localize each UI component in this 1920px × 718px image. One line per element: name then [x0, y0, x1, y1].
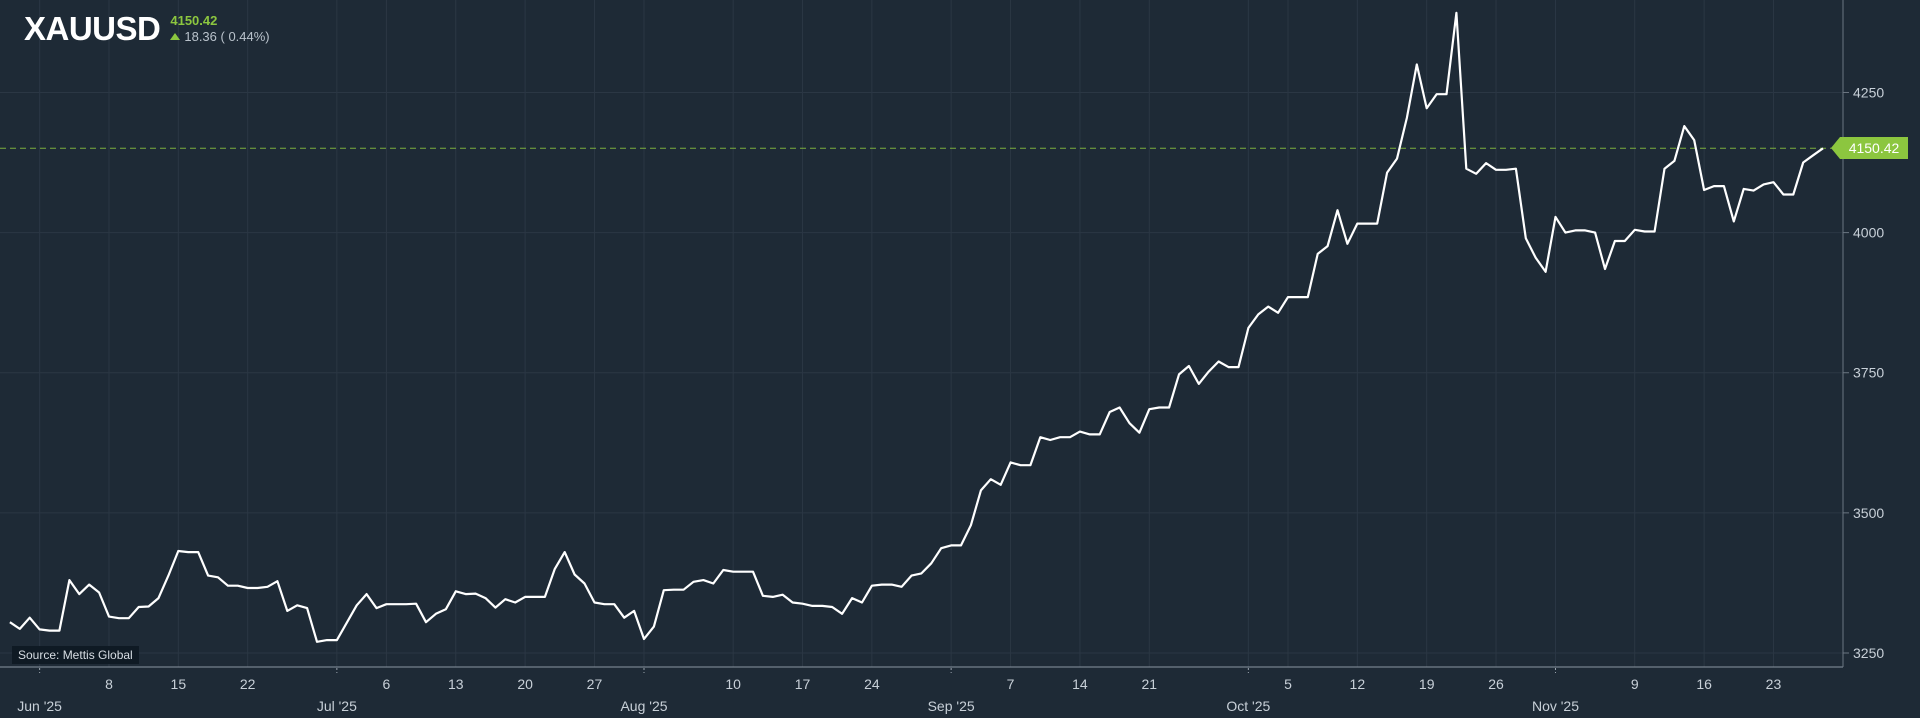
x-tick-label: Oct '25 — [1226, 698, 1270, 714]
x-tick-label: 9 — [1631, 676, 1639, 692]
x-tick-label: 27 — [587, 676, 603, 692]
x-tick-label: Jul '25 — [317, 698, 357, 714]
price-change: 18.36 ( 0.44%) — [170, 28, 270, 45]
x-tick-label: 17 — [795, 676, 811, 692]
last-price: 4150.42 — [170, 13, 218, 28]
last-price-tag: 4150.42 — [1831, 137, 1908, 160]
x-tick-label: 8 — [105, 676, 113, 692]
x-tick-label: 10 — [725, 676, 741, 692]
x-tick-label: 20 — [517, 676, 533, 692]
x-tick-label: 22 — [240, 676, 256, 692]
up-arrow-icon — [170, 33, 181, 40]
x-tick-label: 23 — [1766, 676, 1782, 692]
x-tick-label: 5 — [1284, 676, 1292, 692]
x-tick-label: 6 — [382, 676, 390, 692]
y-tick-label: 3500 — [1853, 505, 1884, 521]
x-tick-label: 15 — [171, 676, 187, 692]
x-tick-label: 24 — [864, 676, 880, 692]
y-tick-label: 3250 — [1853, 645, 1884, 661]
y-tick-label: 3750 — [1853, 365, 1884, 381]
axes: 3250 3500 3750 4000 4250 Jun '25 8 15 22 Jul '25 6… — [0, 0, 1884, 714]
x-tick-label: Jun '25 — [17, 698, 62, 714]
x-tick-label: 21 — [1141, 676, 1157, 692]
x-tick-label: Sep '25 — [928, 698, 975, 714]
source-label: Source: Mettis Global — [12, 646, 139, 664]
x-tick-label: 19 — [1419, 676, 1435, 692]
chart-header: XAUUSD 4150.42 18.36 ( 0.44%) — [24, 10, 270, 48]
x-tick-label: 13 — [448, 676, 464, 692]
x-tick-label: Nov '25 — [1532, 698, 1579, 714]
x-tick-label: 26 — [1488, 676, 1504, 692]
y-tick-label: 4000 — [1853, 225, 1884, 241]
symbol-title: XAUUSD — [24, 10, 161, 47]
price-change-text: 18.36 ( 0.44%) — [184, 29, 270, 44]
x-tick-label: 7 — [1007, 676, 1015, 692]
x-tick-label: 12 — [1350, 676, 1366, 692]
x-tick-label: 16 — [1696, 676, 1712, 692]
x-tick-label: Aug '25 — [620, 698, 667, 714]
y-tick-label: 4250 — [1853, 84, 1884, 100]
grid — [0, 0, 1843, 667]
x-tick-label: 14 — [1072, 676, 1088, 692]
plot-area — [0, 11, 1843, 643]
quote-block: 4150.42 18.36 ( 0.44%) — [170, 10, 270, 45]
price-line — [9, 11, 1824, 643]
